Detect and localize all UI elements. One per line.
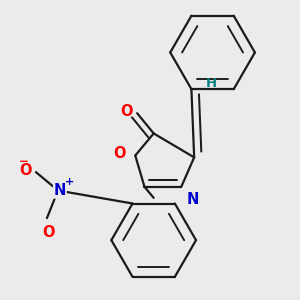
Text: N: N bbox=[54, 183, 66, 198]
Text: O: O bbox=[120, 104, 133, 119]
Text: O: O bbox=[43, 225, 55, 240]
Text: O: O bbox=[20, 163, 32, 178]
Text: +: + bbox=[65, 177, 74, 188]
Text: H: H bbox=[206, 77, 217, 90]
Text: N: N bbox=[187, 192, 199, 207]
Text: O: O bbox=[114, 146, 126, 161]
Text: −: − bbox=[19, 155, 29, 168]
